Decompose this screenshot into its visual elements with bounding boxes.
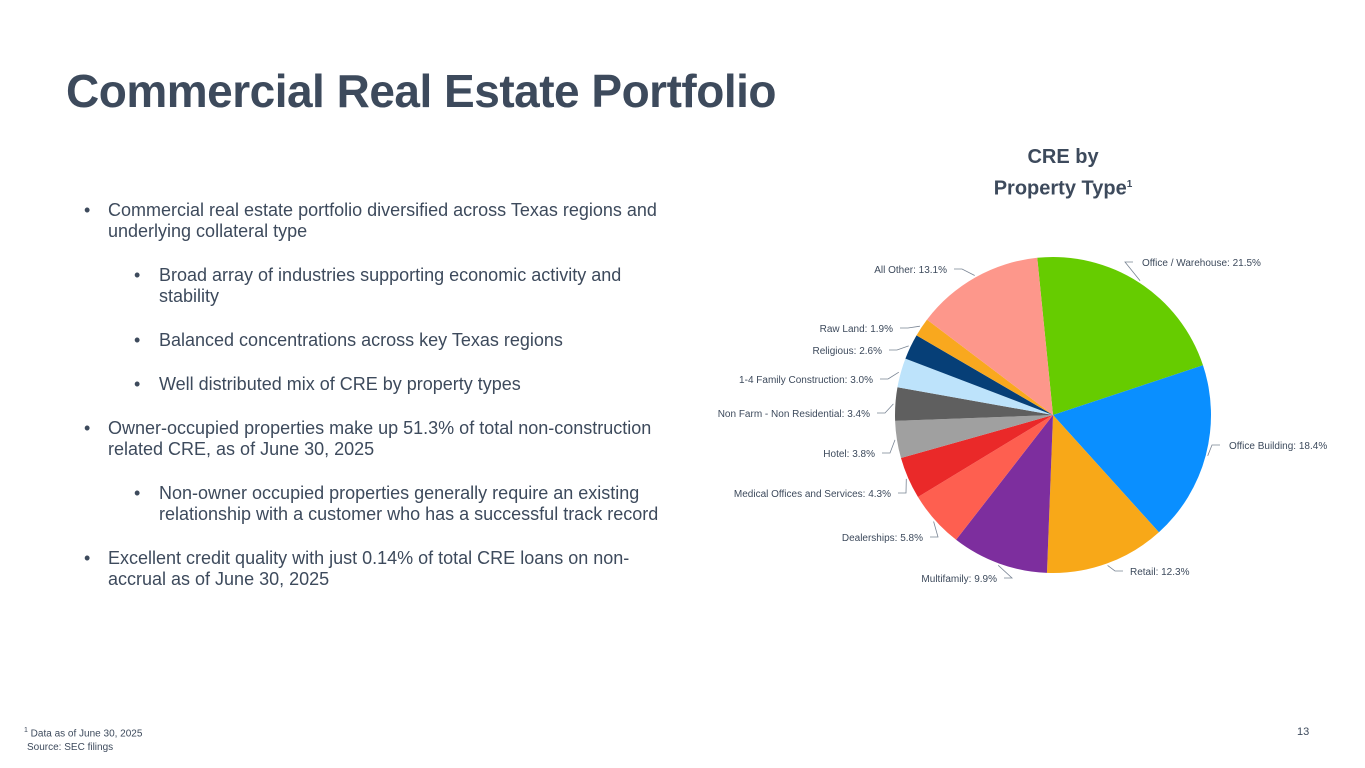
pie-slice — [917, 415, 1053, 540]
pie-leader-lines — [877, 261, 1220, 579]
sub-bullet-item: • Well distributed mix of CRE by propert… — [84, 374, 684, 395]
page-number: 13 — [1297, 726, 1310, 738]
slice-label: Retail: 12.3% — [1130, 567, 1190, 578]
sub-bullet-item: • Broad array of industries supporting e… — [84, 265, 684, 307]
leader-line — [930, 521, 939, 538]
chart-title-line2: Property Type1 — [943, 171, 1183, 203]
bullet-text: Non-owner occupied properties generally … — [159, 483, 659, 524]
bullet-item: • Owner-occupied properties make up 51.3… — [84, 418, 684, 460]
bullet-dot: • — [84, 200, 91, 220]
leader-line — [889, 345, 909, 351]
pie-slice — [895, 387, 1053, 421]
pie-slice — [927, 257, 1053, 415]
bullet-text: Well distributed mix of CRE by property … — [159, 374, 521, 394]
leader-line — [1124, 261, 1141, 282]
leader-line — [1207, 444, 1220, 456]
pie-slices — [895, 257, 1211, 573]
slice-label: Medical Offices and Services: 4.3% — [734, 489, 891, 500]
slice-label: Religious: 2.6% — [813, 346, 883, 357]
leader-line — [880, 371, 900, 380]
leader-line — [882, 439, 896, 454]
source-note: Source: SEC filings — [27, 742, 114, 753]
sub-bullet-item: • Balanced concentrations across key Tex… — [84, 330, 684, 351]
bullet-dot: • — [134, 374, 141, 394]
bullet-dot: • — [134, 265, 141, 285]
leader-line — [877, 403, 894, 414]
slice-label: Office Building: 18.4% — [1229, 441, 1327, 452]
footnote-text: Data as of June 30, 2025 — [27, 728, 143, 740]
pie-slice — [900, 415, 1053, 498]
bullet-dot: • — [134, 330, 141, 350]
pie-slice — [897, 358, 1053, 415]
slice-label: 1-4 Family Construction: 3.0% — [739, 375, 873, 386]
bullet-dot: • — [84, 418, 91, 438]
footnote-mark: 1 — [24, 727, 28, 734]
slice-label: Dealerships: 5.8% — [842, 533, 923, 544]
page-title: Commercial Real Estate Portfolio — [66, 65, 776, 117]
bullet-text: Owner-occupied properties make up 51.3% … — [108, 418, 652, 459]
bullet-dot: • — [134, 483, 141, 503]
bullet-item: • Excellent credit quality with just 0.1… — [84, 548, 684, 590]
bullet-text: Broad array of industries supporting eco… — [159, 265, 622, 306]
slice-label: Office / Warehouse: 21.5% — [1142, 258, 1261, 269]
sub-bullet-item: • Non-owner occupied properties generall… — [84, 483, 684, 525]
chart-title-text: Property Type — [993, 177, 1127, 200]
pie-labels: Office / Warehouse: 21.5% Office Building… — [718, 258, 1328, 585]
pie-slice — [895, 415, 1053, 459]
bullet-text: Excellent credit quality with just 0.14%… — [108, 548, 630, 589]
footnote: 1 Data as of June 30, 2025 — [24, 727, 142, 739]
pie-slice — [1046, 415, 1159, 573]
pie-slice — [1053, 365, 1211, 533]
leader-line — [898, 478, 907, 494]
bullet-list: • Commercial real estate portfolio diver… — [84, 200, 684, 613]
slice-label: All Other: 13.1% — [874, 265, 947, 276]
pie-slice — [1037, 257, 1203, 415]
chart-title-line1: CRE by — [1027, 146, 1099, 168]
bullet-item: • Commercial real estate portfolio diver… — [84, 200, 684, 242]
slice-label: Raw Land: 1.9% — [820, 324, 893, 335]
pie-slice — [916, 319, 1053, 415]
pie-slice — [905, 335, 1053, 415]
slice-label: Hotel: 3.8% — [823, 449, 875, 460]
leader-line — [954, 268, 975, 276]
leader-line — [1107, 565, 1123, 572]
bullet-text: Balanced concentrations across key Texas… — [159, 330, 563, 350]
leader-line — [900, 325, 920, 329]
bullet-text: Commercial real estate portfolio diversi… — [108, 200, 657, 241]
pie-slice — [956, 415, 1053, 573]
bullet-dot: • — [84, 548, 91, 568]
footnote-mark: 1 — [1126, 179, 1133, 190]
chart-title: CRE by Property Type1 — [943, 143, 1183, 203]
slice-label: Multifamily: 9.9% — [921, 574, 997, 585]
leader-line — [997, 565, 1014, 579]
slice-label: Non Farm - Non Residential: 3.4% — [718, 409, 870, 420]
